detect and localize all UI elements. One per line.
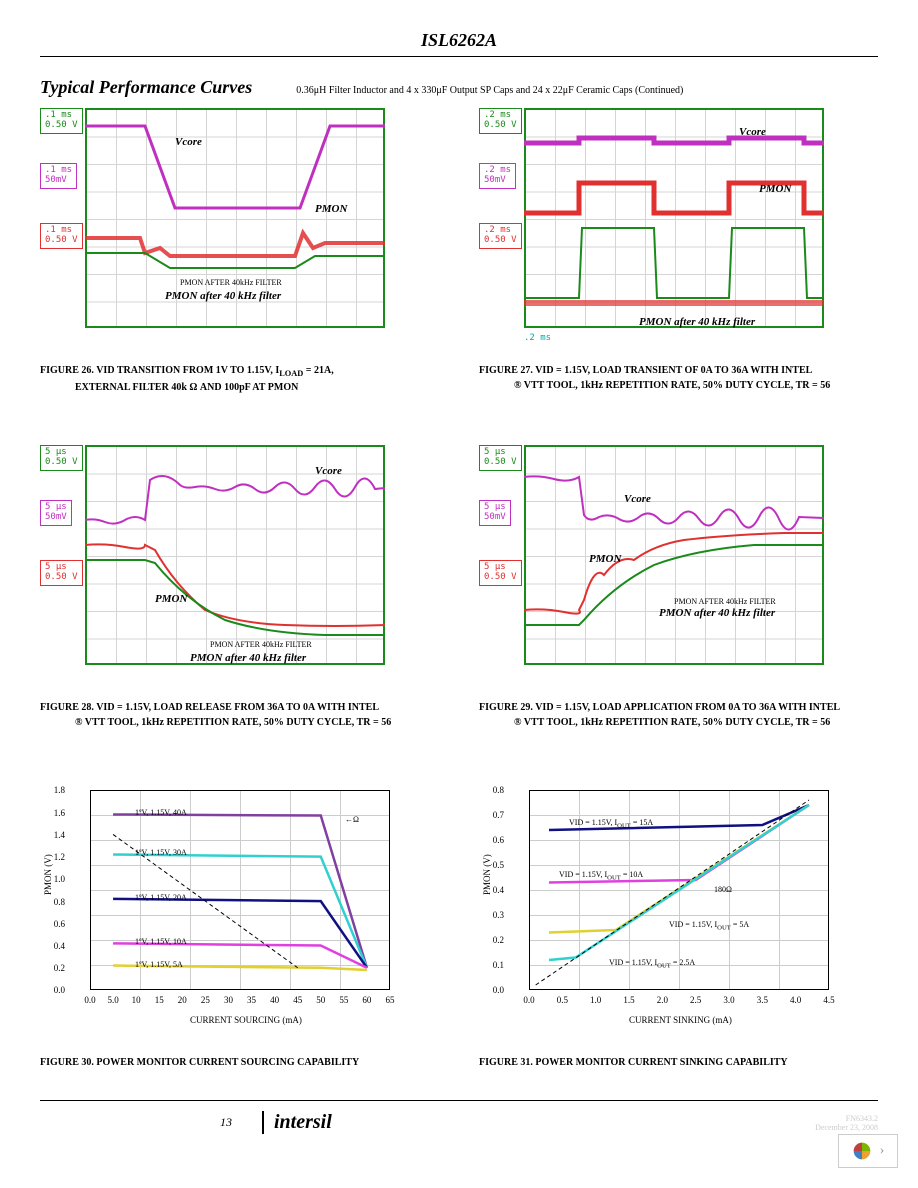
figure-30: 0.00.20.40.60.81.01.21.41.61.8 0.05.0101…: [40, 780, 439, 1070]
annot-pmon: PMON: [589, 553, 621, 565]
annot-pmon: PMON: [155, 593, 187, 605]
caption-29: FIGURE 29. VID = 1.15V, LOAD APPLICATION…: [479, 700, 878, 730]
chevron-right-icon: ›: [880, 1143, 885, 1159]
caption-26: FIGURE 26. VID TRANSITION FROM 1V TO 1.1…: [40, 363, 439, 395]
scope-ch4-label: 5 μs50mV: [479, 500, 511, 526]
header-divider: [40, 56, 878, 57]
annot-vcore: Vcore: [175, 136, 202, 148]
annot-vcore: Vcore: [624, 493, 651, 505]
scope-26: .1 ms0.50 V .1 ms50mV .1 ms0.50 V Vcore …: [40, 108, 410, 348]
x-label: CURRENT SINKING (mA): [629, 1015, 732, 1025]
annot-pmon-filt: PMON after 40 kHz filter: [659, 607, 775, 619]
annot-pmon: PMON: [759, 183, 791, 195]
x-label: CURRENT SOURCING (mA): [190, 1015, 302, 1025]
scope-29: 5 μs0.50 V 5 μs50mV 5 μs0.50 V Vcore PMO…: [479, 445, 849, 685]
timebase-label: .2 ms: [524, 333, 551, 343]
scope-ch3-label: 5 μs0.50 V: [479, 445, 522, 471]
scope-28: 5 μs0.50 V 5 μs50mV 5 μs0.50 V Vcore PMO…: [40, 445, 410, 685]
section-title: Typical Performance Curves: [40, 77, 252, 98]
series-label: VID = 1.15V, IOUT = 5A: [669, 920, 749, 932]
scope-grid: [85, 445, 385, 665]
ref-label: 180Ω: [714, 885, 732, 894]
scope-ch1-label: .1 ms0.50 V: [40, 223, 83, 249]
series-label: VID = 1.15V, IOUT = 15A: [569, 818, 653, 830]
page-nav-widget[interactable]: ›: [838, 1134, 898, 1168]
figure-28: 5 μs0.50 V 5 μs50mV 5 μs0.50 V Vcore PMO…: [40, 445, 439, 730]
annot-pmon: PMON: [315, 203, 347, 215]
figure-row-3: 0.00.20.40.60.81.01.21.41.61.8 0.05.0101…: [40, 780, 878, 1070]
scope-ch4-label: .1 ms50mV: [40, 163, 77, 189]
chart-30: 0.00.20.40.60.81.01.21.41.61.8 0.05.0101…: [40, 780, 410, 1040]
series-label: 1ºV, 1.15V, 5A: [135, 960, 183, 969]
figure-row-2: 5 μs0.50 V 5 μs50mV 5 μs0.50 V Vcore PMO…: [40, 445, 878, 730]
annot-vcore: Vcore: [315, 465, 342, 477]
scope-grid: [524, 108, 824, 328]
footer-meta: FN6343.2 December 23, 2008: [815, 1114, 878, 1132]
annot-pmon-filt: PMON after 40 kHz filter: [165, 290, 281, 302]
caption-27: FIGURE 27. VID = 1.15V, LOAD TRANSIENT O…: [479, 363, 878, 393]
page-footer: 13 intersil FN6343.2 December 23, 2008: [40, 1100, 878, 1134]
page-title: ISL6262A: [40, 30, 878, 51]
section-subtitle: 0.36μH Filter Inductor and 4 x 330μF Out…: [296, 85, 683, 96]
caption-28: FIGURE 28. VID = 1.15V, LOAD RELEASE FRO…: [40, 700, 439, 730]
figure-27: .2 ms0.50 V .2 ms50mV .2 ms0.50 V Vcore …: [479, 108, 878, 395]
series-label: 1ºV, 1.15V, 30A: [135, 848, 187, 857]
scope-ch3-label: .2 ms0.50 V: [479, 108, 522, 134]
annot-pmon-filt: PMON after 40 kHz filter: [190, 652, 306, 664]
series-label: VID = 1.15V, IOUT = 2.5A: [609, 958, 695, 970]
page-number: 13: [220, 1115, 232, 1130]
scope-ch1-label: 5 μs0.50 V: [479, 560, 522, 586]
figure-26: .1 ms0.50 V .1 ms50mV .1 ms0.50 V Vcore …: [40, 108, 439, 395]
annot-pmon-raw: PMON AFTER 40kHz FILTER: [180, 278, 282, 287]
pinwheel-icon: [852, 1141, 872, 1161]
caption-31: FIGURE 31. POWER MONITOR CURRENT SINKING…: [479, 1055, 878, 1070]
annot-pmon-filt: PMON after 40 kHz filter: [639, 316, 755, 328]
series-label: 1ºV, 1.15V, 10A: [135, 937, 187, 946]
footer-logo: intersil: [262, 1111, 332, 1134]
scope-grid: [524, 445, 824, 665]
scope-ch3-label: .1 ms0.50 V: [40, 108, 83, 134]
y-label: PMON (V): [43, 855, 53, 896]
series-label: 1ºV, 1.15V, 40A: [135, 808, 187, 817]
scope-27: .2 ms0.50 V .2 ms50mV .2 ms0.50 V Vcore …: [479, 108, 849, 348]
scope-ch1-label: .2 ms0.50 V: [479, 223, 522, 249]
figure-31: 0.00.10.20.30.40.50.60.70.8 0.00.51.01.5…: [479, 780, 878, 1070]
scope-ch1-label: 5 μs0.50 V: [40, 560, 83, 586]
annot-pmon-raw: PMON AFTER 40kHz FILTER: [674, 597, 776, 606]
annot-pmon-raw: PMON AFTER 40kHz FILTER: [210, 640, 312, 649]
scope-ch3-label: 5 μs0.50 V: [40, 445, 83, 471]
figure-29: 5 μs0.50 V 5 μs50mV 5 μs0.50 V Vcore PMO…: [479, 445, 878, 730]
scope-ch4-label: 5 μs50mV: [40, 500, 72, 526]
series-label: VID = 1.15V, IOUT = 10A: [559, 870, 643, 882]
ref-label: ←Ω: [345, 815, 359, 824]
caption-30: FIGURE 30. POWER MONITOR CURRENT SOURCIN…: [40, 1055, 439, 1070]
figure-row-1: .1 ms0.50 V .1 ms50mV .1 ms0.50 V Vcore …: [40, 108, 878, 395]
scope-ch4-label: .2 ms50mV: [479, 163, 516, 189]
chart-31: 0.00.10.20.30.40.50.60.70.8 0.00.51.01.5…: [479, 780, 849, 1040]
annot-vcore: Vcore: [739, 126, 766, 138]
series-label: 1ºV, 1.15V, 20A: [135, 893, 187, 902]
y-label: PMON (V): [482, 855, 492, 896]
